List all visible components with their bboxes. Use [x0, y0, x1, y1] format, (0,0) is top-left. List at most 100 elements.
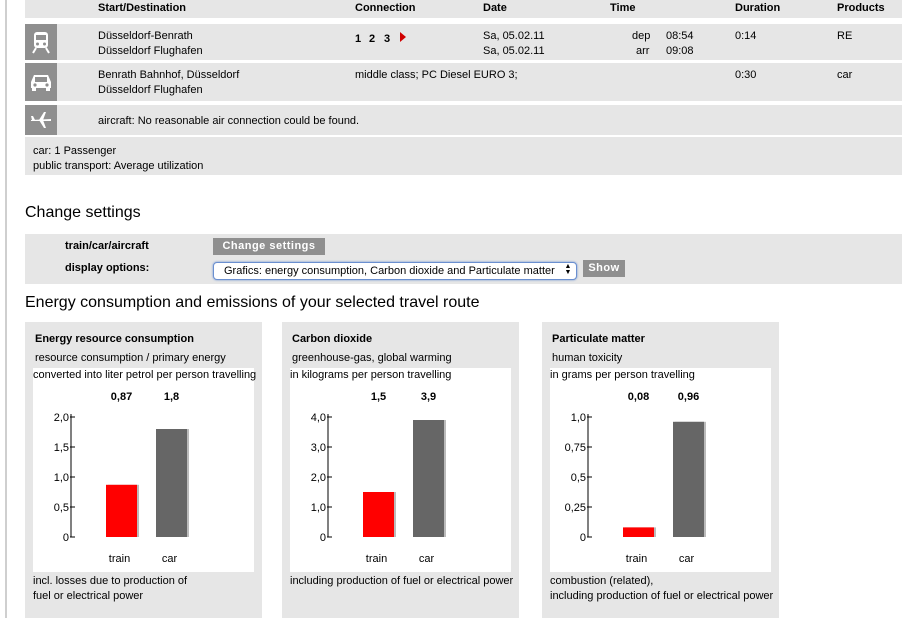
y-tick-label: 0 [63, 532, 69, 544]
chart-title: Energy resource consumption [35, 333, 194, 345]
col-start-destination: Start/Destination [98, 2, 187, 14]
x-tick-label: car [162, 553, 178, 565]
bar-train [106, 484, 137, 537]
y-tick-label: 1,0 [571, 412, 586, 424]
train-start: Düsseldorf-Benrath [98, 30, 193, 42]
train-date-dep: Sa, 05.02.11 [483, 30, 545, 42]
y-tick-label: 0,5 [571, 472, 586, 484]
train-destination: Düsseldorf Flughafen [98, 45, 203, 57]
footnote-line: fuel or electrical power [33, 590, 144, 602]
train-product: RE [837, 30, 853, 42]
chart-footnote: combustion (related), including producti… [550, 574, 773, 604]
y-tick-label: 3,0 [311, 442, 326, 454]
dep-label: dep [632, 30, 651, 42]
left-border [5, 0, 7, 618]
change-settings-heading: Change settings [25, 204, 141, 221]
settings-box: train/car/aircraft Change settings displ… [25, 234, 902, 284]
value-label: 0,87 [111, 391, 132, 403]
mode-label: train/car/aircraft [65, 240, 149, 252]
chart-footnote: incl. losses due to production of fuel o… [33, 574, 187, 604]
chart-title: Carbon dioxide [292, 333, 373, 345]
display-options-value: Grafics: energy consumption, Carbon diox… [224, 265, 555, 277]
note-public-transport: public transport: Average utilization [33, 160, 204, 172]
car-duration: 0:30 [735, 69, 757, 81]
train-duration: 0:14 [735, 30, 757, 42]
car-destination: Düsseldorf Flughafen [98, 84, 203, 96]
y-tick-label: 4,0 [311, 412, 326, 424]
chart-unit-note: converted into liter petrol per person t… [33, 369, 257, 381]
value-label: 1,5 [371, 391, 386, 403]
car-product: car [837, 69, 853, 81]
car-icon [25, 63, 57, 101]
chart-subtitle: greenhouse-gas, global warming [292, 352, 452, 364]
chart-plot-area: 0 0,5 1,0 1,5 2,0 0,87 train 1,8 car [33, 368, 254, 572]
col-products: Products [837, 2, 885, 14]
col-date: Date [483, 2, 507, 14]
connection-link-2[interactable]: 2 [369, 33, 376, 45]
footnote-line: combustion (related), [550, 575, 654, 587]
select-arrows-icon: ▲ ▼ [564, 263, 572, 276]
y-tick-label: 0 [580, 532, 586, 544]
connection-link-1[interactable]: 1 [355, 33, 362, 45]
airplane-icon [25, 105, 57, 135]
arr-label: arr [636, 45, 650, 57]
train-arr-time: 09:08 [666, 45, 694, 57]
bar-car [156, 429, 187, 537]
car-start: Benrath Bahnhof, Düsseldorf [98, 69, 240, 81]
note-car: car: 1 Passenger [33, 145, 117, 157]
y-tick-label: 2,0 [311, 472, 326, 484]
bar-train [623, 527, 654, 537]
col-duration: Duration [735, 2, 781, 14]
bar-car [673, 421, 704, 537]
chart-energy: 0 0,5 1,0 1,5 2,0 0,87 train 1,8 car [54, 391, 189, 565]
value-label: 0,96 [678, 391, 699, 403]
x-tick-label: car [419, 553, 435, 565]
display-options-label: display options: [65, 262, 150, 274]
y-tick-label: 0 [320, 532, 326, 544]
divider [25, 101, 902, 103]
value-label: 3,9 [421, 391, 436, 403]
value-label: 0,08 [628, 391, 649, 403]
results-heading: Energy consumption and emissions of your… [25, 294, 480, 311]
chart-particulate: 0 0,25 0,5 0,75 1,0 0,08 train 0,96 car [565, 391, 706, 565]
chart-panel-particulate: Particulate matter human toxicity 0 0,25 0… [542, 322, 779, 618]
y-tick-label: 0,25 [565, 502, 586, 514]
next-arrow-icon[interactable] [400, 32, 406, 42]
display-options-select[interactable]: Grafics: energy consumption, Carbon diox… [213, 262, 577, 280]
x-tick-label: car [679, 553, 695, 565]
chart-unit-note: in grams per person travelling [550, 369, 695, 381]
show-button[interactable]: Show [583, 260, 625, 277]
divider [25, 60, 902, 62]
bar-car [413, 420, 444, 537]
y-tick-label: 2,0 [54, 412, 69, 424]
chart-subtitle: human toxicity [552, 352, 623, 364]
train-date-arr: Sa, 05.02.11 [483, 45, 545, 57]
value-label: 1,8 [164, 391, 179, 403]
footnote-line: incl. losses due to production of [33, 575, 188, 587]
train-icon [25, 24, 57, 60]
chart-subtitle: resource consumption / primary energy [35, 352, 226, 364]
bar-train [363, 492, 394, 537]
y-tick-label: 1,0 [311, 502, 326, 514]
footnote-line: including production of fuel or electric… [290, 575, 514, 587]
table-row-train: Düsseldorf-Benrath Düsseldorf Flughafen … [25, 24, 902, 60]
notes-box: car: 1 Passenger public transport: Avera… [25, 137, 902, 175]
aircraft-message: aircraft: No reasonable air connection c… [98, 115, 360, 127]
col-time: Time [610, 2, 636, 14]
chart-title: Particulate matter [552, 333, 645, 345]
train-dep-time: 08:54 [666, 30, 694, 42]
y-tick-label: 1,0 [54, 472, 69, 484]
chart-unit-note: in kilograms per person travelling [290, 369, 452, 381]
chart-co2: 0 1,0 2,0 3,0 4,0 1,5 train 3,9 car [311, 391, 446, 565]
chart-plot-area: 0 0,25 0,5 0,75 1,0 0,08 train 0,96 car [550, 368, 771, 572]
connection-link-3[interactable]: 3 [384, 33, 391, 45]
table-row-car: Benrath Bahnhof, Düsseldorf Düsseldorf F… [25, 63, 902, 101]
x-tick-label: train [626, 553, 647, 565]
chart-panel-co2: Carbon dioxide greenhouse-gas, global wa… [282, 322, 519, 618]
divider [25, 18, 902, 20]
chart-plot-area: 0 1,0 2,0 3,0 4,0 1,5 train 3,9 car [290, 368, 511, 572]
chart-panel-energy: Energy resource consumption resource con… [25, 322, 262, 618]
y-tick-label: 0,5 [54, 502, 69, 514]
change-settings-button[interactable]: Change settings [213, 238, 325, 255]
